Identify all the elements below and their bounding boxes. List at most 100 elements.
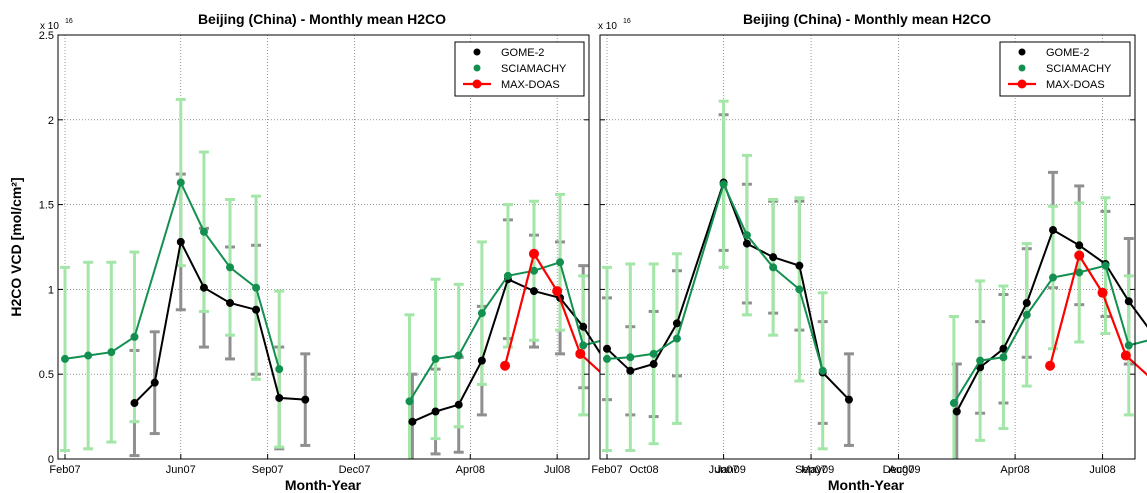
data-point: [431, 354, 440, 363]
data-point: [1022, 310, 1031, 319]
x-tick-label: Jul08: [544, 464, 570, 476]
data-point: [176, 178, 185, 187]
data-point: [719, 180, 728, 189]
x-tick-label: Jul08: [1089, 464, 1115, 476]
data-point: [61, 354, 69, 363]
data-point: [199, 227, 208, 236]
data-point: [503, 271, 512, 280]
data-point: [408, 417, 417, 426]
data-point: [199, 283, 208, 292]
data-point: [1022, 298, 1031, 307]
error-bar: [404, 313, 415, 459]
data-point: [454, 400, 463, 409]
y-tick-label: 1.5: [39, 200, 54, 212]
data-point: [275, 393, 284, 402]
data-point: [226, 263, 235, 272]
data-point: [1075, 241, 1084, 250]
x-tick-label: Feb07: [49, 464, 80, 476]
x-tick-label: Jun07: [166, 464, 196, 476]
data-point: [275, 365, 284, 374]
data-point: [1048, 273, 1057, 282]
x-axis-label: Month-Year: [285, 477, 362, 493]
series-max-doas: [1045, 250, 1147, 377]
data-point: [949, 399, 958, 408]
legend-marker: [472, 79, 482, 89]
data-point: [626, 366, 635, 375]
legend-item: MAX-DOAS: [463, 79, 560, 91]
x-tick-label: Sep07: [252, 464, 284, 476]
x-tick-label: Feb07: [591, 464, 622, 476]
y-tick-label: 2: [48, 115, 54, 127]
data-point: [150, 378, 159, 387]
data-point: [130, 332, 139, 341]
data-point: [454, 351, 463, 360]
axes-frame: [57, 34, 590, 460]
data-point: [742, 239, 751, 248]
data-point: [1124, 341, 1133, 350]
legend-marker: [1018, 64, 1026, 72]
data-point: [1124, 297, 1133, 306]
y-tick-label: 0.5: [39, 369, 54, 381]
data-point: [477, 309, 486, 318]
data-point: [552, 286, 563, 297]
legend-marker: [473, 48, 481, 56]
y-multiplier-exponent: 16: [623, 18, 631, 25]
data-point: [649, 360, 658, 369]
series-line: [606, 179, 850, 401]
data-point: [649, 349, 658, 358]
data-point: [130, 399, 139, 408]
y-multiplier-label: x 10: [598, 21, 617, 32]
data-point: [252, 283, 261, 292]
data-point: [500, 360, 511, 371]
legend-label: MAX-DOAS: [1046, 79, 1105, 91]
data-point: [603, 344, 611, 353]
y-tick-label: 2.5: [39, 30, 54, 42]
x-tick-label: Dec07: [883, 464, 915, 476]
x-tick-label: Aug09: [889, 464, 921, 476]
data-point: [1101, 261, 1110, 270]
y-axis-label: H2CO VCD [mol/cm²]: [8, 177, 24, 316]
data-point: [626, 353, 635, 362]
data-point: [579, 322, 588, 331]
x-tick-label: Jan09: [716, 464, 746, 476]
data-point: [1074, 250, 1085, 261]
data-point: [999, 353, 1008, 362]
plot-area: [58, 35, 589, 459]
data-point: [1045, 360, 1056, 371]
data-point: [579, 341, 588, 350]
data-point: [1048, 226, 1057, 235]
legend-label: GOME-2: [1046, 47, 1089, 59]
data-point: [603, 354, 611, 363]
plot-area: [600, 35, 1135, 459]
data-point: [107, 348, 116, 357]
legend-item: GOME-2: [1018, 47, 1089, 59]
data-point: [976, 356, 985, 365]
x-tick-label: May09: [801, 464, 834, 476]
data-point: [672, 334, 681, 343]
data-point: [528, 248, 539, 259]
data-point: [84, 351, 93, 360]
data-point: [1097, 287, 1108, 298]
legend: GOME-2 SCIAMACHY MAX-DOAS: [454, 41, 585, 97]
series-gome-2: [130, 237, 640, 426]
data-point: [431, 407, 440, 416]
legend-item: SCIAMACHY: [1018, 63, 1112, 75]
legend-item: MAX-DOAS: [1008, 79, 1105, 91]
data-point: [575, 348, 586, 359]
data-point: [795, 261, 804, 270]
data-point: [672, 319, 681, 328]
data-point: [952, 407, 961, 416]
y-tick-label: 0: [48, 454, 54, 466]
chart-panel: Feb07 Jun07 Sep07 Dec07 Apr08 Jul08 Oct08 Jan09…: [591, 34, 1147, 476]
x-tick-label: Dec07: [339, 464, 371, 476]
chart-title: Beijing (China) - Monthly mean H2CO: [743, 11, 991, 27]
legend-item: GOME-2: [473, 47, 544, 59]
y-multiplier-exponent: 16: [65, 18, 73, 25]
series-line: [408, 261, 636, 402]
x-axis-label: Month-Year: [828, 477, 905, 493]
series-line: [133, 238, 306, 404]
series-sciamachy: [603, 180, 1147, 408]
legend-item: SCIAMACHY: [473, 63, 567, 75]
data-point: [252, 305, 261, 314]
